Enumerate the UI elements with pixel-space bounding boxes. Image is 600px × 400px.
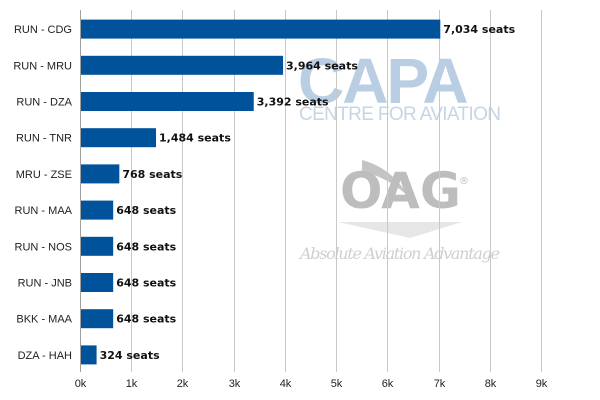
capa-subtitle: CENTRE FOR AVIATION — [299, 104, 501, 125]
category-label: MRU - ZSE — [16, 169, 72, 181]
x-tick-label: 9k — [536, 378, 548, 390]
category-label: RUN - JNB — [18, 278, 72, 290]
x-tick-label: 5k — [331, 378, 343, 390]
capa-watermark: CAPA CENTRE FOR AVIATION — [298, 45, 501, 125]
category-label: BKK - MAA — [16, 314, 72, 326]
bar — [81, 92, 254, 111]
grid-lines — [80, 10, 542, 372]
data-label: 648 seats — [116, 204, 176, 217]
bar — [81, 55, 284, 75]
data-label: 3,964 seats — [286, 59, 358, 72]
x-tick-label: 6k — [382, 378, 394, 390]
x-tick-label: 2k — [177, 378, 189, 390]
capa-logo-text: CAPA — [298, 45, 467, 117]
data-label: 7,034 seats — [443, 23, 515, 36]
x-tick-label: 7k — [434, 378, 446, 390]
category-label: RUN - CDG — [14, 24, 72, 36]
x-tick-label: 3k — [229, 378, 241, 390]
category-label: RUN - DZA — [16, 97, 72, 109]
oag-watermark: OAG ® Absolute Aviation Advantage — [298, 160, 500, 263]
oag-logo-text: OAG — [340, 162, 461, 220]
data-labels: 7,034 seats 3,964 seats 3,392 seats 1,484 s… — [100, 23, 516, 362]
oag-tagline: Absolute Aviation Advantage — [298, 244, 500, 263]
bar — [81, 164, 120, 184]
bar — [81, 273, 114, 292]
category-label: RUN - MRU — [13, 60, 72, 72]
category-label: RUN - MAA — [15, 205, 73, 217]
oag-underline-icon — [338, 222, 462, 238]
category-label: RUN - NOS — [15, 241, 72, 253]
data-label: 648 seats — [116, 277, 176, 290]
oag-registered-mark: ® — [459, 176, 469, 187]
data-label: 1,484 seats — [159, 132, 231, 145]
category-label: DZA - HAH — [18, 350, 72, 362]
bars — [81, 19, 441, 365]
bar — [81, 236, 114, 256]
x-tick-label: 0k — [75, 378, 87, 390]
bar — [81, 200, 114, 220]
oag-swoosh-icon — [362, 160, 408, 196]
category-labels: RUN - CDG RUN - MRU RUN - DZA RUN - TNR MRU … — [13, 24, 72, 362]
x-axis-ticks: 0k 1k 2k 3k 4k 5k 6k 7k 8k 9k — [75, 378, 548, 390]
bar — [81, 128, 157, 148]
data-label: 648 seats — [116, 240, 176, 253]
bar — [81, 345, 97, 365]
bar — [81, 19, 441, 39]
category-label: RUN - TNR — [16, 133, 72, 145]
x-tick-label: 8k — [485, 378, 497, 390]
x-tick-label: 4k — [280, 378, 292, 390]
data-label: 3,392 seats — [257, 96, 329, 109]
bar — [81, 309, 114, 329]
x-tick-label: 1k — [126, 378, 138, 390]
data-label: 648 seats — [116, 313, 176, 326]
data-label: 768 seats — [122, 168, 182, 181]
data-label: 324 seats — [100, 349, 160, 362]
